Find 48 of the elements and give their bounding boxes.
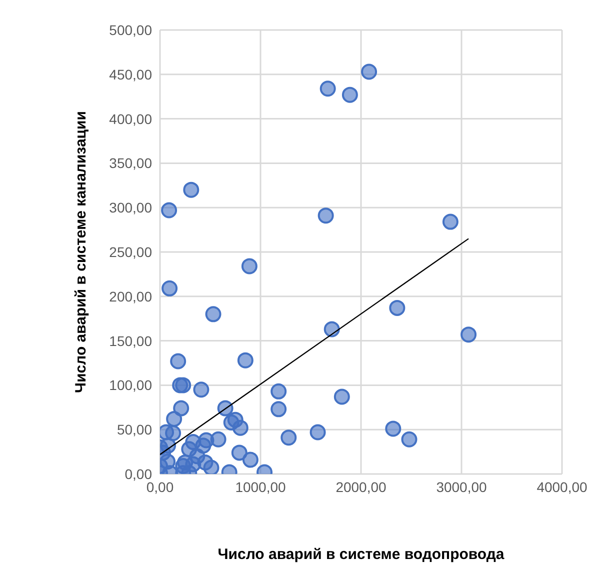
point xyxy=(310,424,326,440)
x-tick-label: 1000,00 xyxy=(235,478,286,495)
point xyxy=(389,300,406,316)
point xyxy=(193,382,210,398)
point xyxy=(460,326,477,343)
y-tick-label: 100,00 xyxy=(109,377,152,394)
point xyxy=(270,383,287,400)
point xyxy=(166,410,182,427)
point xyxy=(334,388,350,405)
point xyxy=(318,208,334,224)
y-tick-label: 400,00 xyxy=(109,110,152,127)
point xyxy=(173,400,190,416)
point xyxy=(361,64,378,80)
point xyxy=(205,306,222,322)
y-tick-label: 200,00 xyxy=(109,288,152,304)
point xyxy=(241,258,258,274)
x-tick-label: 2000,00 xyxy=(336,478,387,495)
x-tick-label: 3000,00 xyxy=(436,478,488,495)
point xyxy=(185,456,202,472)
point xyxy=(242,452,258,468)
x-tick-label: 4000,00 xyxy=(536,478,588,495)
point xyxy=(401,431,418,448)
point xyxy=(442,214,458,230)
point xyxy=(231,444,248,461)
y-tick-label: 300,00 xyxy=(109,200,152,216)
y-axis-title: Число аварий в системе канализации xyxy=(72,111,90,393)
point xyxy=(170,353,186,370)
point xyxy=(324,321,340,338)
point xyxy=(342,86,358,103)
point xyxy=(183,182,200,198)
point xyxy=(162,280,178,296)
x-axis-title: Число аварий в системе водопровода xyxy=(218,546,505,563)
y-tick-label: 250,00 xyxy=(109,244,152,260)
y-tick-label: 350,00 xyxy=(109,155,152,172)
point xyxy=(203,460,220,474)
point xyxy=(232,420,248,436)
point xyxy=(320,80,336,97)
point xyxy=(175,377,192,394)
point xyxy=(270,401,287,418)
y-tick-label: 450,00 xyxy=(109,66,152,82)
y-tick-label: 150,00 xyxy=(109,332,152,349)
point xyxy=(161,202,178,218)
point xyxy=(165,425,182,442)
y-tick-label: 50,00 xyxy=(116,422,152,438)
point xyxy=(385,420,402,437)
point xyxy=(237,352,254,368)
point xyxy=(280,430,297,446)
y-tick-label: 500,00 xyxy=(109,22,152,38)
